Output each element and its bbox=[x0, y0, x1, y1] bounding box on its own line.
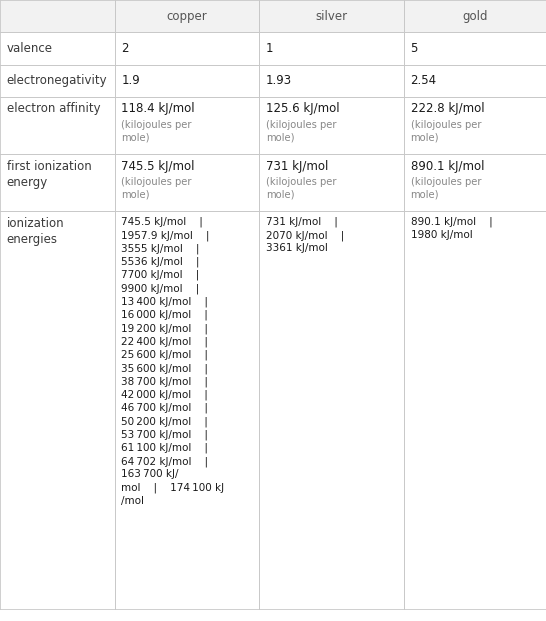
Bar bbox=[404, 154, 546, 211]
Bar bbox=[115, 32, 259, 65]
Text: valence: valence bbox=[7, 42, 52, 55]
Bar bbox=[404, 32, 546, 65]
Bar bbox=[259, 154, 404, 211]
Text: 2.54: 2.54 bbox=[411, 75, 437, 87]
Text: ionization
energies: ionization energies bbox=[7, 217, 64, 246]
Text: copper: copper bbox=[167, 10, 207, 22]
Bar bbox=[404, 0, 546, 32]
Bar bbox=[404, 65, 546, 97]
Text: 222.8 kJ/mol: 222.8 kJ/mol bbox=[411, 102, 484, 116]
Bar bbox=[404, 211, 546, 609]
Bar bbox=[259, 211, 404, 609]
Text: (kilojoules per
mole): (kilojoules per mole) bbox=[266, 120, 336, 142]
Text: 731 kJ/mol: 731 kJ/mol bbox=[266, 160, 328, 173]
Text: gold: gold bbox=[462, 10, 488, 22]
Bar bbox=[115, 0, 259, 32]
Bar bbox=[259, 0, 404, 32]
Text: 731 kJ/mol    |
2070 kJ/mol    |
3361 kJ/mol: 731 kJ/mol | 2070 kJ/mol | 3361 kJ/mol bbox=[266, 217, 344, 253]
Text: 1.93: 1.93 bbox=[266, 75, 292, 87]
Bar bbox=[404, 97, 546, 154]
Text: (kilojoules per
mole): (kilojoules per mole) bbox=[411, 177, 481, 199]
Text: 890.1 kJ/mol    |
1980 kJ/mol: 890.1 kJ/mol | 1980 kJ/mol bbox=[411, 217, 492, 240]
Text: (kilojoules per
mole): (kilojoules per mole) bbox=[411, 120, 481, 142]
Bar bbox=[0, 0, 115, 32]
Bar bbox=[0, 154, 115, 211]
Bar bbox=[0, 97, 115, 154]
Text: (kilojoules per
mole): (kilojoules per mole) bbox=[121, 120, 192, 142]
Bar bbox=[259, 97, 404, 154]
Bar bbox=[259, 65, 404, 97]
Text: 125.6 kJ/mol: 125.6 kJ/mol bbox=[266, 102, 340, 116]
Text: 1.9: 1.9 bbox=[121, 75, 140, 87]
Bar bbox=[0, 211, 115, 609]
Bar bbox=[115, 97, 259, 154]
Bar bbox=[115, 65, 259, 97]
Text: (kilojoules per
mole): (kilojoules per mole) bbox=[121, 177, 192, 199]
Text: (kilojoules per
mole): (kilojoules per mole) bbox=[266, 177, 336, 199]
Bar bbox=[115, 154, 259, 211]
Text: 745.5 kJ/mol: 745.5 kJ/mol bbox=[121, 160, 195, 173]
Text: 890.1 kJ/mol: 890.1 kJ/mol bbox=[411, 160, 484, 173]
Text: first ionization
energy: first ionization energy bbox=[7, 160, 91, 189]
Text: 745.5 kJ/mol    |
1957.9 kJ/mol    |
3555 kJ/mol    |
5536 kJ/mol    |
7700 kJ/m: 745.5 kJ/mol | 1957.9 kJ/mol | 3555 kJ/m… bbox=[121, 217, 224, 505]
Text: electronegativity: electronegativity bbox=[7, 75, 107, 87]
Text: 118.4 kJ/mol: 118.4 kJ/mol bbox=[121, 102, 195, 116]
Bar bbox=[0, 65, 115, 97]
Bar bbox=[259, 32, 404, 65]
Text: 5: 5 bbox=[411, 42, 418, 55]
Bar bbox=[115, 211, 259, 609]
Text: 1: 1 bbox=[266, 42, 274, 55]
Bar bbox=[0, 32, 115, 65]
Text: silver: silver bbox=[316, 10, 348, 22]
Text: 2: 2 bbox=[121, 42, 129, 55]
Text: electron affinity: electron affinity bbox=[7, 102, 100, 116]
